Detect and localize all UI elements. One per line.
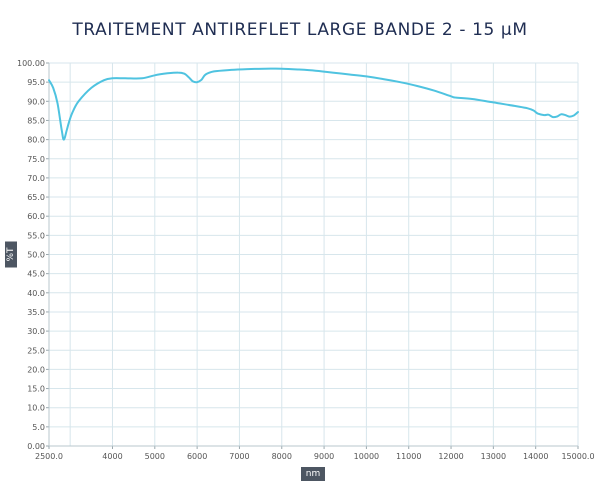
x-tick-label: 14000 [523, 452, 548, 461]
series-line [48, 67, 579, 141]
x-tick-label: 8000 [272, 452, 292, 461]
y-tick-label: 70.0 [27, 174, 45, 183]
y-tick-label: 30.0 [27, 327, 45, 336]
y-tick-label: 20.0 [27, 365, 45, 374]
x-tick-label: 12000 [438, 452, 463, 461]
y-tick-label: 65.0 [27, 193, 45, 202]
y-axis-label: %T [5, 241, 17, 268]
y-tick-label: 90.0 [27, 97, 45, 106]
x-axis-label-box [301, 467, 325, 481]
chart-title: TRAITEMENT ANTIREFLET LARGE BANDE 2 - 15… [72, 20, 528, 40]
y-tick-label: 100.00 [17, 59, 45, 68]
y-tick-label: 75.0 [27, 155, 45, 164]
y-tick-labels: 0.00 5.0 10.0 15.0 20.0 25.0 30.0 35.0 40.0 45.0 5… [17, 59, 45, 451]
grid [48, 62, 579, 447]
x-tick-label: 4000 [102, 452, 122, 461]
x-tick-label: 2500.0 [35, 452, 63, 461]
y-tick-label: 60.0 [27, 212, 45, 221]
y-tick-label: 85.0 [27, 116, 45, 125]
y-tick-label: 35.0 [27, 308, 45, 317]
y-tick-label: 55.0 [27, 231, 45, 240]
x-tick-label: 6000 [187, 452, 207, 461]
y-tick-label: 80.0 [27, 136, 45, 145]
x-tick-label: 5000 [145, 452, 165, 461]
y-axis-label-box [5, 241, 17, 268]
plot-area [48, 67, 579, 141]
axes [46, 62, 579, 449]
y-axis-label-text: %T [6, 247, 16, 262]
y-tick-label: 40.0 [27, 289, 45, 298]
x-tick-label: 13000 [481, 452, 506, 461]
y-tick-label: 10.0 [27, 404, 45, 413]
x-tick-labels: 2500.0 4000 5000 6000 7000 8000 9000 10000 11000… [35, 452, 595, 461]
x-tick-label: 7000 [229, 452, 249, 461]
x-tick-label: 11000 [396, 452, 421, 461]
y-tick-label: 45.0 [27, 270, 45, 279]
y-tick-label: 5.0 [32, 423, 45, 432]
y-tick-label: 25.0 [27, 346, 45, 355]
y-tick-label: 15.0 [27, 385, 45, 394]
y-tick-label: 0.00 [27, 442, 45, 451]
x-tick-label: 9000 [314, 452, 334, 461]
x-tick-label: 10000 [354, 452, 379, 461]
x-axis-label-text: nm [306, 469, 320, 479]
x-axis-label: nm [301, 467, 325, 481]
y-tick-label: 95.0 [27, 78, 45, 87]
x-tick-label: 15000.0 [561, 452, 594, 461]
y-tick-label: 50.0 [27, 251, 45, 260]
